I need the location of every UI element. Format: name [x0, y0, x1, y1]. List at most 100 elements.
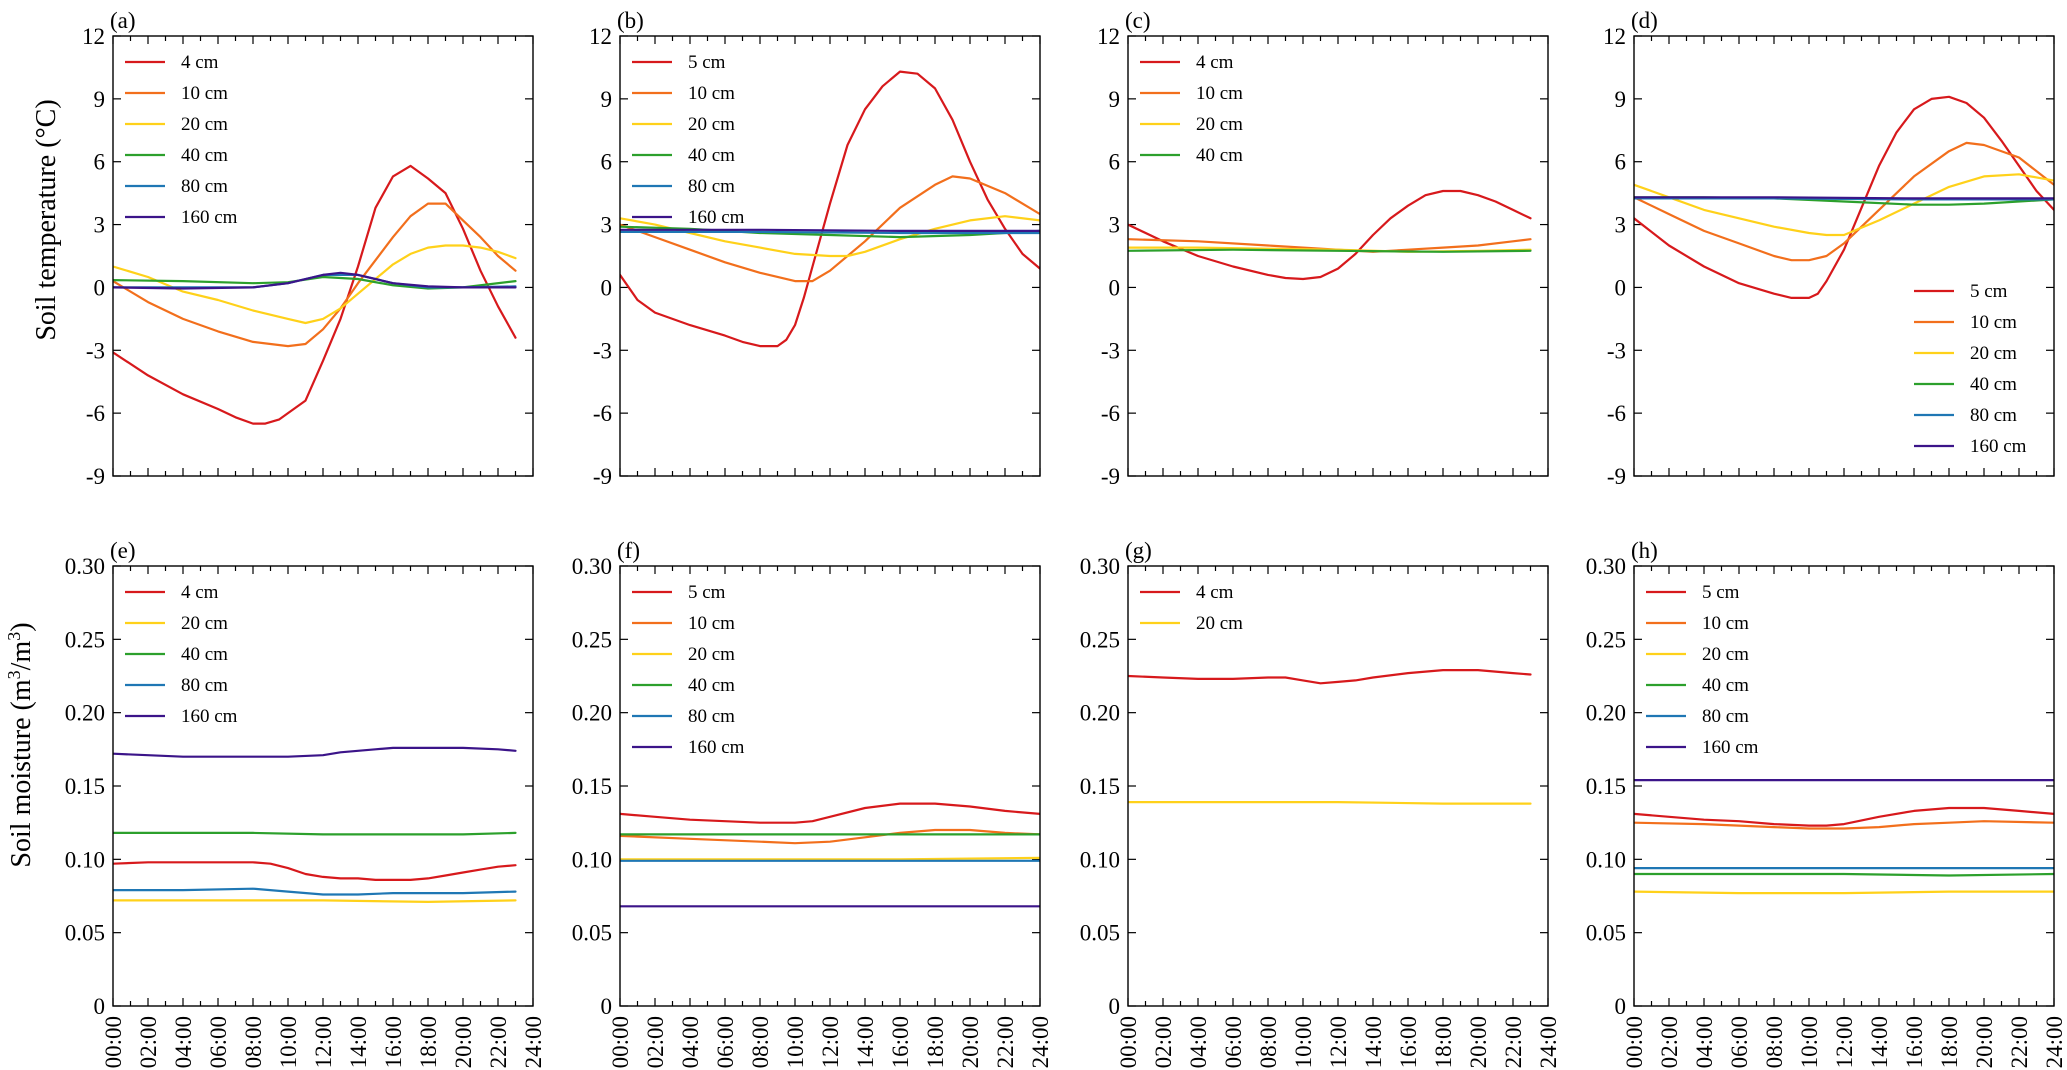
- legend-label: 40 cm: [181, 644, 228, 665]
- series-line-4cm: [1128, 668, 1532, 685]
- legend-label: 80 cm: [1970, 405, 2017, 426]
- series-line-160cm: [113, 271, 517, 290]
- y-tick-label: -3: [593, 338, 612, 363]
- x-tick-label: 08:00: [241, 1016, 266, 1068]
- y-tick-label: 0: [94, 994, 106, 1019]
- series-line-20cm: [620, 215, 1040, 258]
- y-tick-label: -6: [86, 401, 105, 426]
- axis-frame: [112, 565, 534, 1007]
- legend-label: 4 cm: [181, 52, 219, 73]
- x-tick-label: 06:00: [713, 1016, 738, 1068]
- ylabel-moisture-mid: /m: [6, 641, 37, 671]
- legend-label: 160 cm: [688, 737, 745, 758]
- y-tick-label: 12: [82, 24, 105, 49]
- ylabel-temperature: Soil temperature (°C): [31, 99, 62, 340]
- legend: 5 cm 10 cm 20 cm 40 cm 80 cm 160 cm: [1914, 281, 2027, 457]
- y-tick-label: 12: [1097, 24, 1120, 49]
- y-tick-label: 0.05: [572, 921, 612, 946]
- y-tick-label: 0.20: [572, 701, 612, 726]
- x-tick-label: 18:00: [416, 1016, 441, 1068]
- series-line-20cm: [620, 856, 1040, 861]
- x-tick-label: 20:00: [958, 1016, 983, 1068]
- legend-label: 20 cm: [1970, 343, 2017, 364]
- axis-frame: [112, 35, 534, 477]
- series-line-4cm: [113, 164, 517, 425]
- y-tick-label: 0: [1109, 275, 1121, 300]
- series-line-20cm: [113, 899, 517, 904]
- legend-label: 80 cm: [1702, 706, 1749, 727]
- y-tick-label: 0: [94, 275, 106, 300]
- y-tick-label: 0.10: [572, 847, 612, 872]
- y-tick-label: -9: [593, 464, 612, 489]
- x-tick-label: 06:00: [206, 1016, 231, 1068]
- ylabel-moisture: Soil moisture (m3/m3): [4, 622, 37, 867]
- axis-frame: [1633, 565, 2055, 1007]
- panel-a: -9 -6 -3 0 3 6 9 12(a) 4 cm 10 cm 20 cm 40 cm 80 cm 1…: [82, 8, 534, 489]
- x-tick-label: 20:00: [1972, 1016, 1997, 1068]
- series-line-40cm: [1634, 872, 2054, 877]
- y-tick-label: 9: [94, 87, 106, 112]
- legend-label: 20 cm: [181, 613, 228, 634]
- axis-frame: [1633, 35, 2055, 477]
- series-line-5cm: [620, 802, 1040, 824]
- y-tick-label: 0.30: [1586, 554, 1626, 579]
- y-tick-label: 0.25: [1586, 627, 1626, 652]
- legend-label: 4 cm: [181, 582, 219, 603]
- y-tick-label: 0: [601, 994, 613, 1019]
- legend-label: 10 cm: [1196, 83, 1243, 104]
- x-tick-label: 14:00: [853, 1016, 878, 1068]
- x-tick-label: 04:00: [678, 1016, 703, 1068]
- panel-b: -9 -6 -3 0 3 6 9 12(b) 5 cm 10 cm 20 cm 40 cm 80 cm 1…: [589, 8, 1041, 489]
- y-tick-label: 9: [601, 87, 613, 112]
- x-tick-label: 16:00: [381, 1016, 406, 1068]
- y-tick-label: 6: [1615, 150, 1627, 175]
- x-tick-label: 16:00: [1902, 1016, 1927, 1068]
- legend-label: 5 cm: [688, 582, 726, 603]
- x-tick-label: 08:00: [748, 1016, 773, 1068]
- y-tick-label: -9: [86, 464, 105, 489]
- x-tick-label: 20:00: [1466, 1016, 1491, 1068]
- x-tick-label: 12:00: [1832, 1016, 1857, 1068]
- series-line-80cm: [620, 230, 1040, 235]
- legend-label: 10 cm: [688, 613, 735, 634]
- y-tick-label: 9: [1615, 87, 1627, 112]
- axis-frame: [1127, 565, 1549, 1007]
- x-tick-label: 02:00: [1151, 1016, 1176, 1068]
- series-line-160cm: [620, 228, 1040, 232]
- x-tick-label: 02:00: [1657, 1016, 1682, 1068]
- legend-label: 40 cm: [181, 145, 228, 166]
- legend-label: 40 cm: [688, 675, 735, 696]
- y-tick-label: 0.05: [1586, 921, 1626, 946]
- x-tick-label: 22:00: [2007, 1016, 2032, 1068]
- series-line-20cm: [1128, 800, 1532, 805]
- y-tick-label: 6: [94, 150, 106, 175]
- x-tick-label: 14:00: [1361, 1016, 1386, 1068]
- legend-label: 10 cm: [688, 83, 735, 104]
- axis-frame: [1127, 35, 1549, 477]
- legend-label: 5 cm: [1702, 582, 1740, 603]
- y-tick-label: -6: [1607, 401, 1626, 426]
- y-tick-label: 0.15: [65, 774, 105, 799]
- x-tick-label: 16:00: [1396, 1016, 1421, 1068]
- x-tick-label: 22:00: [1501, 1016, 1526, 1068]
- x-tick-label: 24:00: [521, 1016, 546, 1068]
- panel-label: (b): [617, 8, 644, 33]
- panel-label: (f): [617, 538, 640, 563]
- y-tick-label: 3: [94, 213, 106, 238]
- x-tick-label: 24:00: [1536, 1016, 1561, 1068]
- legend-label: 10 cm: [1970, 312, 2017, 333]
- y-tick-label: 0.05: [1080, 921, 1120, 946]
- legend-label: 80 cm: [181, 675, 228, 696]
- x-tick-label: 12:00: [311, 1016, 336, 1068]
- y-tick-label: 0.20: [1586, 701, 1626, 726]
- legend-label: 160 cm: [688, 207, 745, 228]
- legend-label: 4 cm: [1196, 582, 1234, 603]
- x-tick-label: 16:00: [888, 1016, 913, 1068]
- series-line-160cm: [113, 746, 517, 758]
- y-tick-label: 6: [1109, 150, 1121, 175]
- x-tick-label: 00:00: [101, 1016, 126, 1068]
- ylabel-moisture-exp1: 3: [4, 670, 24, 679]
- series-line-20cm: [1634, 890, 2054, 895]
- legend-label: 5 cm: [1970, 281, 2008, 302]
- legend-label: 20 cm: [688, 644, 735, 665]
